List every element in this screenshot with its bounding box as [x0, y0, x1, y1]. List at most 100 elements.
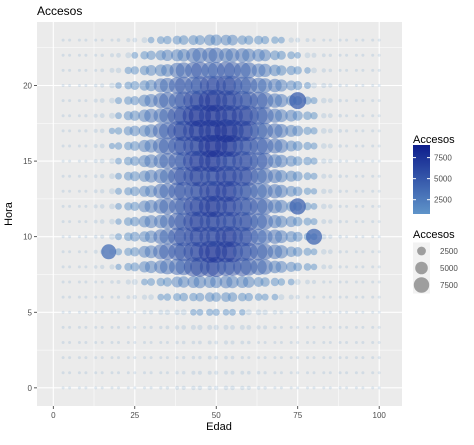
- data-point-h12-x10: [84, 204, 88, 208]
- data-point-h5-x80: [312, 310, 316, 314]
- data-point-h7-x10: [84, 280, 88, 284]
- data-point-h9-x8: [77, 250, 81, 254]
- data-point-h21-x15: [100, 68, 105, 73]
- data-point-h10-x98: [371, 235, 375, 239]
- data-point-h2-x18: [110, 356, 114, 360]
- x-tick-label-4: 100: [373, 411, 387, 420]
- data-point-h11-x88: [338, 219, 342, 224]
- data-point-h6-x95: [361, 295, 365, 299]
- data-point-h1-x10: [84, 371, 88, 375]
- data-point-h7-x95: [361, 280, 365, 284]
- data-point-h15-x20: [115, 157, 122, 165]
- data-point-h9-x100: [377, 250, 381, 254]
- data-point-h10-x13: [93, 234, 98, 239]
- data-point-h23-x100: [377, 38, 381, 42]
- data-point-h4-x5: [68, 325, 72, 329]
- data-point-h17-x95: [361, 129, 365, 133]
- data-point-h13-x75: [292, 186, 303, 197]
- data-point-h9-x90: [345, 250, 349, 254]
- x-axis-ticks: 0 25 50 75 100: [51, 406, 386, 420]
- data-point-h0-x10: [84, 386, 88, 390]
- data-point-h13-x8: [77, 189, 81, 193]
- data-point-h4-x3: [61, 325, 65, 329]
- data-point-h2-x43: [191, 355, 196, 360]
- data-point-h1-x40: [182, 371, 186, 375]
- data-point-h10-x5: [68, 235, 72, 239]
- data-point-h9-x78: [303, 247, 312, 256]
- data-point-h3-x100: [377, 341, 381, 344]
- data-point-h21-x88: [338, 68, 342, 72]
- data-point-h20-x83: [321, 82, 327, 89]
- data-point-h5-x33: [158, 309, 164, 315]
- data-point-h2-x13: [94, 356, 98, 360]
- data-point-h18-x10: [84, 114, 88, 118]
- data-point-h0-x75: [296, 386, 300, 390]
- data-point-h12-x80: [310, 203, 318, 210]
- data-point-h8-x13: [93, 265, 98, 269]
- data-point-h12-x65: [256, 198, 274, 215]
- data-point-h11-x95: [361, 220, 365, 224]
- data-point-h11-x23: [124, 217, 133, 226]
- data-point-h6-x85: [328, 295, 332, 299]
- data-point-h1-x45: [197, 370, 202, 375]
- data-point-h23-x55: [227, 34, 238, 46]
- data-point-h9-x13: [93, 249, 98, 254]
- data-point-h12-x95: [361, 204, 365, 208]
- data-point-h5-x90: [345, 310, 349, 314]
- data-point-h6-x68: [271, 293, 279, 301]
- highlight-point-2: [289, 198, 306, 215]
- data-point-h18-x83: [321, 113, 327, 119]
- data-point-h17-x70: [274, 123, 289, 138]
- data-point-h23-x45: [194, 35, 205, 46]
- data-point-h14-x98: [371, 174, 375, 178]
- data-point-h3-x60: [247, 340, 251, 345]
- data-point-h7-x50: [210, 275, 223, 289]
- data-point-h3-x48: [207, 340, 212, 345]
- data-point-h5-x100: [377, 310, 381, 314]
- data-point-h23-x35: [163, 35, 172, 45]
- data-point-h23-x5: [68, 38, 72, 42]
- data-point-h19-x93: [354, 99, 358, 103]
- data-point-h1-x88: [338, 371, 342, 375]
- data-point-h1-x43: [191, 370, 196, 375]
- data-point-h20-x70: [275, 79, 288, 92]
- data-point-h3-x18: [110, 341, 114, 344]
- data-point-h9-x83: [321, 249, 327, 255]
- data-point-h5-x38: [174, 309, 180, 315]
- data-point-h2-x5: [68, 356, 72, 360]
- data-point-h4-x50: [213, 324, 219, 330]
- data-point-h3-x53: [223, 340, 229, 345]
- data-point-h19-x20: [115, 97, 122, 105]
- data-point-h21-x83: [321, 68, 326, 73]
- data-point-h5-x85: [328, 310, 332, 314]
- data-point-h2-x3: [61, 356, 65, 360]
- data-point-h23-x30: [147, 36, 155, 44]
- data-point-h13-x25: [130, 186, 140, 197]
- data-point-h1-x5: [68, 371, 72, 375]
- data-point-h21-x20: [115, 67, 122, 74]
- data-point-h16-x98: [371, 144, 375, 148]
- data-point-h8-x25: [130, 262, 140, 272]
- data-point-h22-x98: [371, 53, 375, 57]
- data-point-h23-x50: [210, 34, 222, 46]
- data-point-h6-x70: [278, 294, 285, 301]
- data-point-h17-x100: [377, 129, 381, 133]
- data-point-h9-x98: [371, 250, 375, 254]
- data-point-h3-x85: [328, 341, 332, 344]
- data-point-h18-x100: [377, 114, 381, 118]
- data-point-h10-x88: [338, 234, 342, 239]
- data-point-h18-x70: [275, 109, 288, 123]
- data-point-h22-x23: [125, 52, 132, 59]
- data-point-h21-x90: [345, 68, 349, 72]
- data-point-h14-x10: [84, 174, 88, 178]
- data-point-h5-x48: [206, 308, 214, 316]
- data-point-h15-x80: [310, 157, 318, 165]
- data-point-h4-x20: [117, 325, 120, 329]
- data-point-h4-x93: [354, 325, 358, 329]
- size-legend-key-0: [417, 246, 426, 256]
- data-point-h1-x18: [110, 371, 114, 375]
- data-point-h15-x85: [328, 158, 333, 164]
- data-point-h0-x70: [279, 386, 283, 390]
- data-point-h1-x83: [322, 371, 326, 375]
- data-point-h18-x5: [68, 114, 72, 118]
